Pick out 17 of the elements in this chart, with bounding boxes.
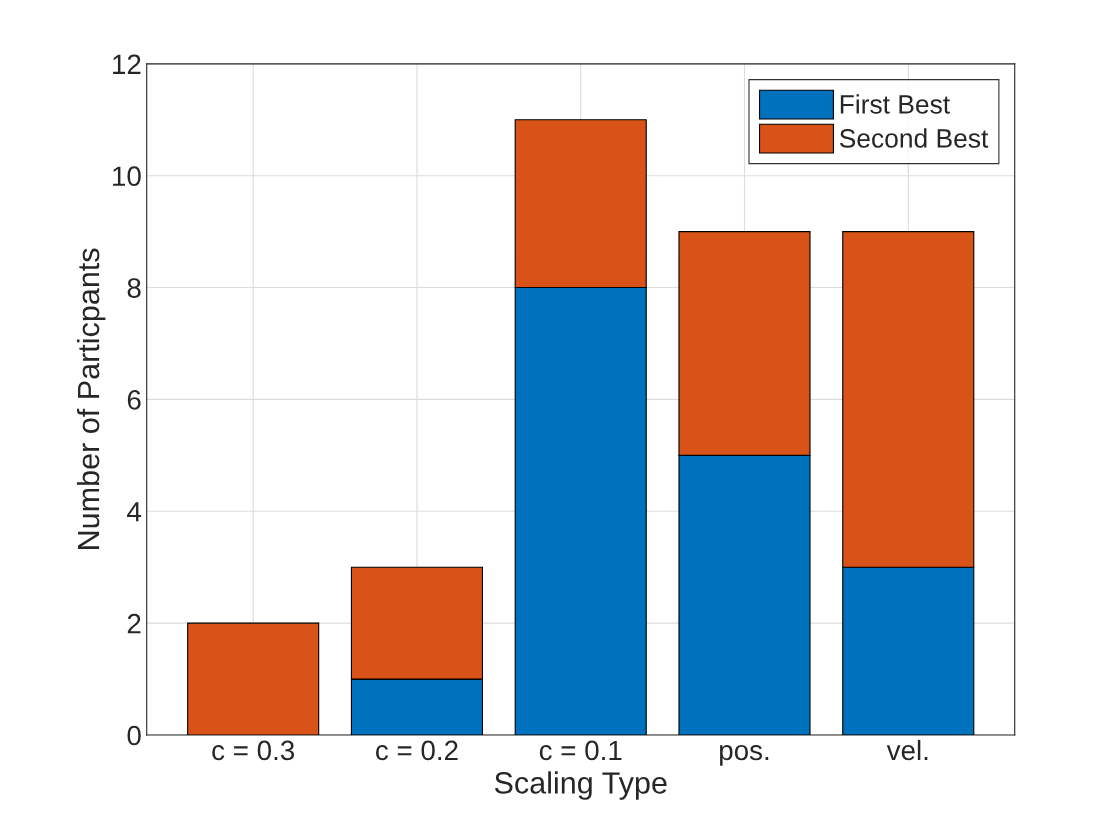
y-tick-label: 6: [127, 390, 141, 410]
legend-label: First Best: [840, 94, 950, 114]
y-tick-label: 12: [113, 54, 141, 74]
x-tick-label: c = 0.1: [539, 740, 622, 761]
y-tick-label: 4: [127, 502, 142, 522]
bar: [187, 622, 320, 735]
x-tick-label: c = 0.2: [376, 740, 458, 761]
x-tick-label: pos.: [720, 745, 769, 766]
y-tick-label: 8: [127, 278, 141, 298]
x-axis-title: Scaling Type: [494, 771, 667, 800]
x-tick-label: c = 0.3: [212, 740, 295, 761]
y-axis-title: Number of Particpants: [76, 248, 106, 549]
y-tick-label: 2: [127, 613, 141, 634]
x-tick-label: vel.: [886, 739, 928, 761]
y-tick-label: 0: [127, 725, 141, 746]
y-tick-label: 10: [113, 166, 141, 187]
legend-label: Second Best: [839, 128, 989, 148]
